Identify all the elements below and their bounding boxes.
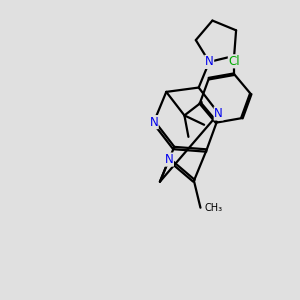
Text: CH₃: CH₃ [204,203,223,213]
Text: N: N [165,153,173,166]
Text: Cl: Cl [228,55,240,68]
Text: N: N [149,116,158,129]
Text: N: N [214,107,223,120]
Text: N: N [205,56,214,68]
